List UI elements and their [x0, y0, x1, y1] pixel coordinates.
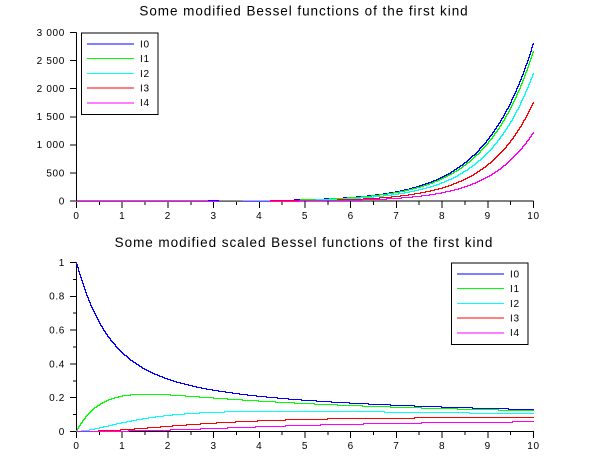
svg-text:0: 0 — [59, 427, 65, 438]
svg-text:I4: I4 — [510, 328, 520, 339]
svg-text:3: 3 — [210, 441, 216, 452]
svg-text:5: 5 — [302, 211, 308, 222]
svg-text:3: 3 — [210, 211, 216, 222]
svg-text:I4: I4 — [140, 98, 150, 109]
svg-text:4: 4 — [256, 211, 262, 222]
svg-text:4: 4 — [256, 441, 262, 452]
svg-text:1: 1 — [119, 211, 125, 222]
svg-text:8: 8 — [439, 211, 445, 222]
svg-text:7: 7 — [393, 441, 399, 452]
svg-text:I2: I2 — [140, 69, 150, 80]
svg-text:3 000: 3 000 — [37, 28, 65, 39]
svg-text:1: 1 — [119, 441, 125, 452]
svg-text:0: 0 — [73, 441, 79, 452]
svg-text:9: 9 — [485, 441, 491, 452]
svg-text:Some modified scaled Bessel fu: Some modified scaled Bessel functions of… — [115, 235, 494, 250]
svg-text:10: 10 — [527, 211, 539, 222]
svg-text:6: 6 — [348, 441, 354, 452]
svg-text:1 000: 1 000 — [37, 140, 65, 151]
svg-text:Some modified Bessel functions: Some modified Bessel functions of the fi… — [139, 4, 468, 19]
svg-text:1: 1 — [59, 258, 65, 269]
svg-text:I3: I3 — [140, 84, 150, 95]
svg-text:I1: I1 — [140, 54, 150, 65]
svg-text:2: 2 — [165, 211, 171, 222]
svg-text:2 500: 2 500 — [37, 56, 65, 67]
svg-text:0: 0 — [59, 196, 65, 207]
svg-text:10: 10 — [527, 441, 539, 452]
svg-text:1 500: 1 500 — [37, 112, 65, 123]
svg-text:0.8: 0.8 — [49, 292, 65, 303]
svg-text:2: 2 — [165, 441, 171, 452]
svg-text:I1: I1 — [510, 284, 520, 295]
svg-text:I0: I0 — [510, 269, 520, 280]
svg-text:0.6: 0.6 — [49, 326, 65, 337]
svg-text:2 000: 2 000 — [37, 84, 65, 95]
svg-text:0.2: 0.2 — [49, 393, 65, 404]
svg-text:0.4: 0.4 — [49, 359, 65, 370]
svg-text:8: 8 — [439, 441, 445, 452]
svg-text:6: 6 — [348, 211, 354, 222]
svg-text:I0: I0 — [140, 39, 150, 50]
svg-text:I2: I2 — [510, 299, 520, 310]
svg-text:7: 7 — [393, 211, 399, 222]
svg-text:0: 0 — [73, 211, 79, 222]
svg-text:500: 500 — [46, 168, 65, 179]
svg-text:9: 9 — [485, 211, 491, 222]
svg-text:5: 5 — [302, 441, 308, 452]
svg-text:I3: I3 — [510, 314, 520, 325]
